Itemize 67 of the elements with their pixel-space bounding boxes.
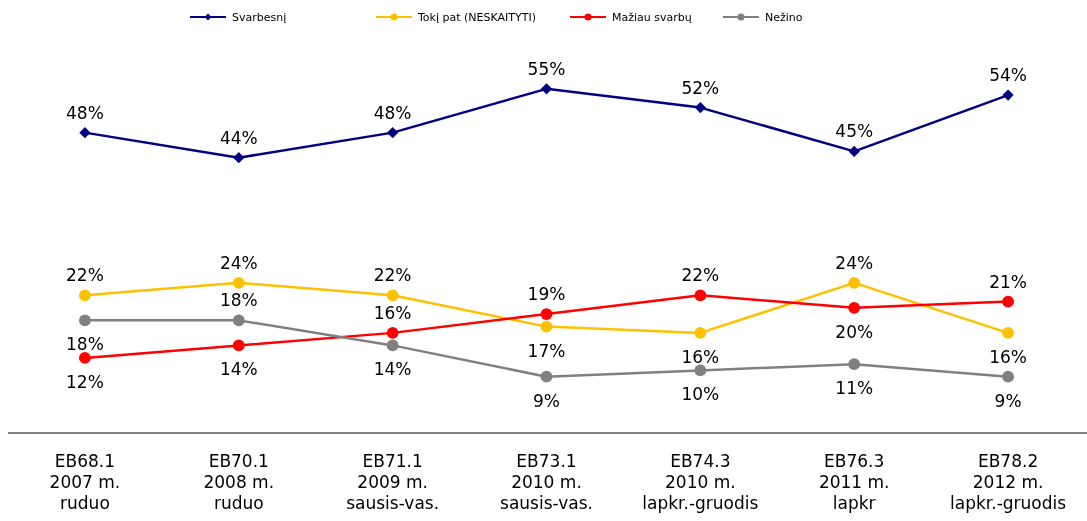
data-label: 17% — [527, 340, 566, 361]
data-label: 19% — [527, 284, 566, 305]
legend-label: Tokį pat (NESKAITYTI) — [417, 11, 536, 24]
point — [232, 314, 245, 327]
data-label: 48% — [66, 102, 104, 123]
point — [540, 83, 553, 95]
point — [232, 276, 245, 289]
point — [848, 276, 861, 289]
point — [1002, 326, 1014, 339]
data-label: 55% — [527, 58, 566, 79]
x-tick-label: EB73.1 2010 m. sausis-vas. — [500, 451, 593, 513]
point — [1002, 89, 1014, 101]
point — [848, 145, 860, 158]
data-label: 10% — [681, 384, 720, 405]
x-tick-label: EB78.2 2012 m. lapkr.-gruodis — [950, 451, 1067, 513]
x-tick-label: EB74.3 2010 m. lapkr.-gruodis — [642, 451, 759, 513]
data-label: 18% — [66, 334, 104, 355]
data-label: 21% — [989, 271, 1027, 292]
data-label: 18% — [219, 290, 258, 311]
data-label: 45% — [835, 121, 874, 142]
point — [540, 370, 553, 383]
data-label: 22% — [66, 265, 104, 286]
data-label: 9% — [994, 390, 1022, 411]
data-label: 9% — [533, 390, 560, 411]
point — [232, 339, 245, 352]
point — [386, 326, 399, 339]
data-label: 22% — [373, 265, 412, 286]
legend-label: Svarbesnį — [232, 11, 287, 24]
data-label: 14% — [219, 359, 258, 380]
x-tick-label: EB70.1 2008 m. ruduo — [203, 451, 275, 513]
data-label: 16% — [373, 302, 412, 323]
point — [79, 352, 91, 364]
data-label: 24% — [219, 252, 258, 273]
data-label: 16% — [989, 346, 1027, 367]
point — [694, 102, 706, 114]
data-label: 48% — [373, 102, 412, 123]
point — [848, 358, 861, 371]
data-label: 52% — [681, 77, 720, 98]
data-label: 24% — [835, 252, 874, 273]
data-label: 44% — [219, 127, 258, 148]
point — [694, 326, 707, 339]
data-label: 22% — [681, 265, 720, 286]
point — [386, 289, 399, 302]
x-tick-label: EB71.1 2009 m. sausis-vas. — [346, 451, 440, 513]
point — [1002, 295, 1014, 308]
legend-label: Nežino — [765, 11, 803, 24]
point — [694, 289, 707, 302]
point — [540, 320, 553, 333]
data-label: 54% — [989, 65, 1027, 86]
point — [540, 308, 553, 321]
data-label: 11% — [835, 378, 874, 399]
x-tick-label: EB68.1 2007 m. ruduo — [49, 451, 121, 513]
point — [79, 127, 91, 139]
legend-label: Mažiau svarbų — [612, 11, 692, 24]
point — [387, 127, 399, 139]
point — [79, 314, 91, 327]
x-tick-label: EB76.3 2011 m. lapkr — [818, 451, 890, 513]
point — [1002, 370, 1014, 383]
point — [79, 289, 91, 302]
data-label: 16% — [681, 346, 720, 367]
point — [694, 364, 707, 377]
point — [233, 152, 245, 164]
data-label: 20% — [835, 321, 874, 342]
point — [386, 339, 399, 352]
data-label: 12% — [66, 371, 104, 392]
point — [848, 301, 861, 314]
data-label: 14% — [373, 359, 412, 380]
